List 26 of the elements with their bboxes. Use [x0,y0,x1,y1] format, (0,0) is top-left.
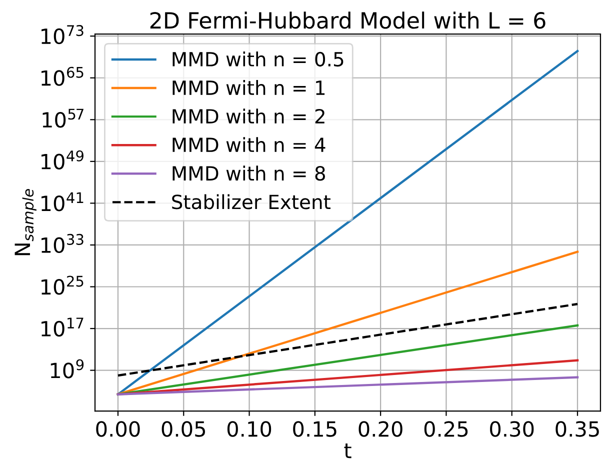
y-tick-label: 10$^{73}$ [42,25,84,44]
legend-label: Stabilizer Extent [172,194,330,210]
y-tick-label: 10$^{49}$ [42,150,84,170]
y-tick-label: 10$^{57}$ [42,108,84,128]
y-tick-label: 10$^{65}$ [42,66,84,86]
x-tick-label: 0.30 [490,421,534,437]
y-tick-label: 10$^{33}$ [42,234,84,254]
x-tick-label: 0.10 [227,421,272,437]
x-tick-label: 0.20 [358,421,402,437]
chart-title: 2D Fermi-Hubbard Model with L = 6 [150,12,546,29]
x-tick-label: 0.15 [293,421,336,437]
x-axis-title: t [344,443,352,458]
y-tick-label: 10$^{25}$ [42,276,84,295]
legend-label: MMD with n = 1 [172,80,325,95]
x-tick-label: 0.05 [162,421,205,437]
y-tick-label: 10$^{17}$ [42,318,84,337]
x-tick-label: 0.25 [424,421,468,437]
y-tick-label: 10$^{9}$ [50,359,84,378]
legend-label: MMD with n = 8 [172,166,325,181]
legend-label: MMD with n = 4 [172,137,326,152]
x-tick-label: 0.35 [556,421,599,437]
legend-label: MMD with n = 0.5 [172,52,344,67]
y-tick-label: 10$^{41}$ [42,192,84,212]
x-tick-label: 0.00 [96,421,140,437]
legend-label: MMD with n = 2 [172,108,324,124]
y-axis-title: N$_{sample}$ [14,189,36,256]
